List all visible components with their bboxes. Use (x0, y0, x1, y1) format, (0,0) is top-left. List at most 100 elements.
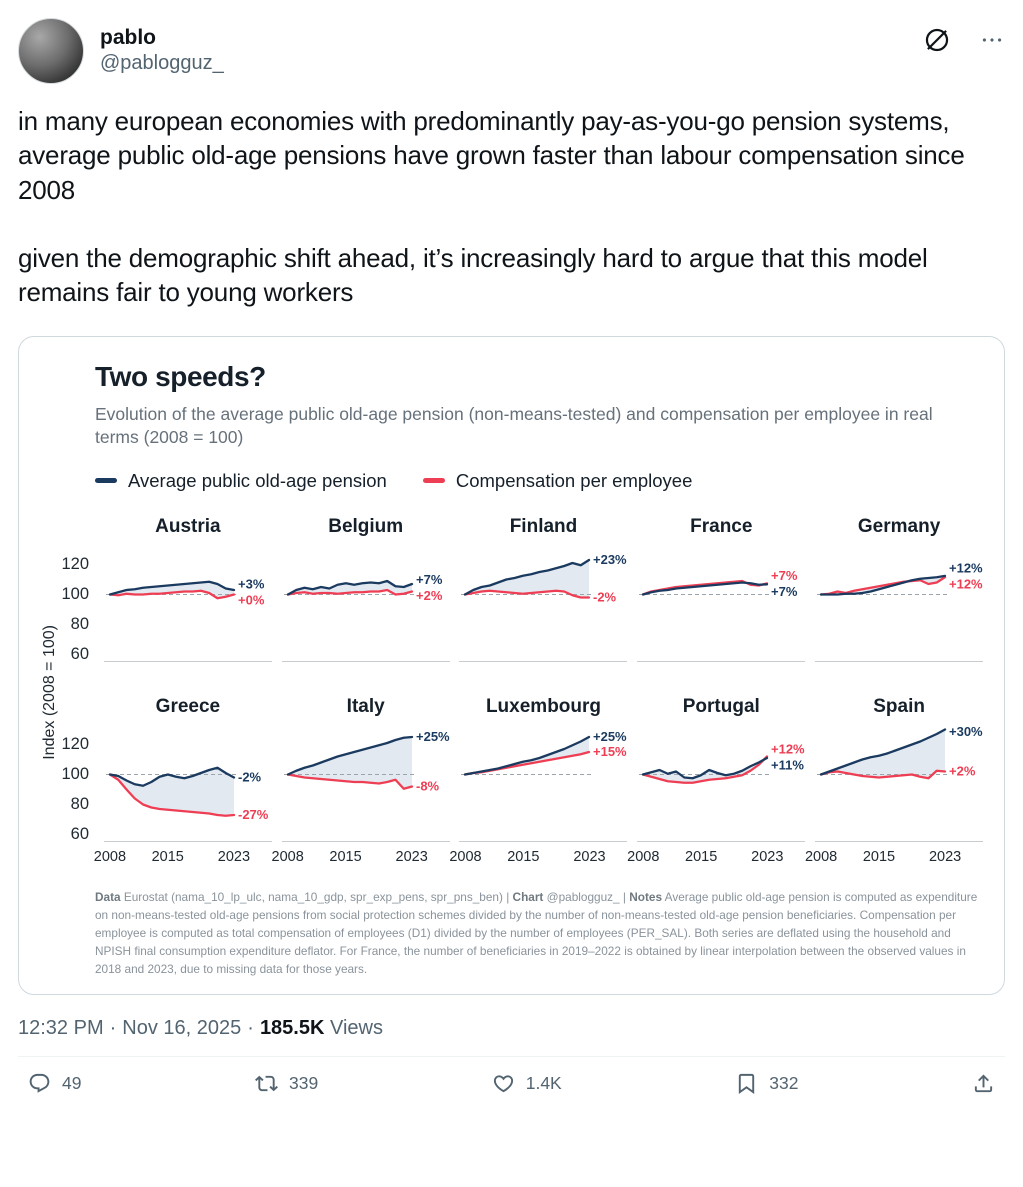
repost-button[interactable]: 339 (255, 1072, 318, 1095)
y-tick-label: 80 (70, 615, 89, 634)
panel-title: Greece (155, 695, 221, 717)
x-tick-label: 2015 (507, 848, 540, 865)
compensation-end-label: -8% (416, 778, 440, 793)
panel-plot: +3%+0% (103, 576, 272, 662)
panel-plot: +23% -2% (459, 552, 628, 662)
repost-icon (255, 1076, 278, 1092)
reply-button[interactable]: 49 (28, 1072, 81, 1095)
x-tick-row: 2008 2015 2023 (449, 847, 627, 869)
compensation-line-swatch (422, 478, 445, 484)
tweet-meta: 12:32 PM · Nov 16, 2025 · 185.5K Views (18, 995, 1005, 1056)
display-name[interactable]: pablo (100, 25, 156, 49)
panel-title: Portugal (682, 695, 760, 717)
reply-icon (29, 1074, 50, 1094)
bookmark-button[interactable]: 332 (735, 1072, 798, 1095)
user-handle[interactable]: @pablogguz_ (100, 52, 224, 75)
panel-plot: +12%+12% (815, 560, 983, 662)
action-bar: 49 339 1.4K 332 (18, 1056, 1005, 1111)
chart-panel-greece: Greece -2% -27% 2008 2015 2023 (94, 695, 273, 869)
chart-title: Two speeds? (95, 360, 266, 392)
y-tick-label: 60 (70, 825, 89, 844)
compensation-end-label: +15% (593, 744, 627, 759)
y-tick-label: 100 (61, 765, 89, 784)
panel-title: Spain (873, 695, 925, 717)
y-tick-column: 120 100 80 60 (61, 696, 95, 869)
y-tick-column: 120 100 80 60 (61, 516, 95, 662)
grok-icon[interactable] (923, 26, 951, 54)
pension-end-label: +25% (593, 729, 627, 744)
chart-panel-austria: Austria +3% +0% (103, 516, 273, 662)
panel-plot: +25% -8% (281, 729, 450, 842)
x-tick-label: 2008 (804, 848, 838, 865)
y-tick-label: 120 (61, 735, 89, 754)
x-tick-label: 2023 (217, 848, 251, 865)
share-button[interactable] (972, 1072, 995, 1095)
notes-chart-text: @pablogguz_ | (543, 889, 630, 904)
pension-end-label: +25% (416, 729, 450, 744)
chart-card[interactable]: Two speeds? Evolution of the average pub… (18, 335, 1005, 996)
x-tick-label: 2008 (271, 848, 304, 865)
pension-end-label: +12% (949, 560, 983, 575)
panel-plot: +7%+7% (637, 568, 806, 662)
compensation-end-label: +7% (771, 568, 798, 583)
pension-end-label: -2% (238, 769, 262, 784)
like-count: 1.4K (525, 1073, 562, 1094)
compensation-end-label: +12% (949, 576, 983, 591)
like-button[interactable]: 1.4K (492, 1072, 562, 1095)
bookmark-icon (739, 1074, 755, 1095)
compensation-end-label: +2% (416, 588, 443, 603)
tweet-date: Nov 16, 2025 (122, 1017, 242, 1040)
panel-plot: +30% +2% (815, 724, 983, 842)
pension-line-swatch (95, 478, 117, 484)
compensation-end-label: +12% (771, 741, 805, 756)
avatar[interactable] (18, 18, 84, 84)
meta-separator: · (247, 1017, 254, 1040)
panel-title: Germany (857, 515, 941, 537)
chart-row-bottom: 120 100 80 60 Greece -2% -27% 2008 2015 2023 Italy… (61, 696, 984, 869)
meta-separator: · (109, 1017, 117, 1040)
x-tick-label: 2008 (449, 848, 482, 865)
timestamp: 12:32 PM (18, 1017, 104, 1040)
tweet-header: pablo @pablogguz_ (18, 10, 1005, 86)
compensation-end-label: +2% (949, 763, 976, 778)
panel-title: Belgium (328, 515, 404, 537)
tweet-paragraph: given the demographic shift ahead, it’s … (18, 242, 928, 308)
x-tick-label: 2015 (329, 848, 362, 865)
chart-rows: 120 100 80 60 Austria +3% +0% Belgium +7% +2% Finl… (61, 516, 984, 869)
user-names: pablo @pablogguz_ (100, 18, 224, 82)
legend-item-pension: Average public old-age pension (95, 470, 387, 492)
reply-count: 49 (62, 1073, 82, 1094)
y-tick-label: 80 (70, 795, 89, 814)
x-tick-label: 2008 (93, 848, 127, 865)
y-tick-label: 60 (70, 645, 89, 664)
share-icon (974, 1074, 993, 1093)
panel-title: Austria (155, 515, 221, 537)
legend-item-compensation: Compensation per employee (422, 470, 692, 492)
notes-data-label: Data (95, 889, 121, 904)
panel-title: Italy (346, 695, 385, 717)
x-tick-row: 2008 2015 2023 (805, 847, 983, 869)
chart-panel-italy: Italy +25% -8% 2008 2015 2023 (272, 695, 451, 869)
x-tick-label: 2008 (627, 848, 660, 865)
notes-notes-label: Notes (629, 889, 663, 904)
panel-plot: +25%+15% (459, 729, 628, 842)
notes-chart-label: Chart (512, 889, 544, 904)
views: 185.5K Views (260, 1017, 383, 1039)
chart-subtitle: Evolution of the average public old-age … (95, 403, 933, 448)
repost-count: 339 (289, 1073, 319, 1094)
chart-panel-luxembourg: Luxembourg +25% +15% 2008 2015 2023 (449, 696, 629, 869)
like-icon (493, 1075, 513, 1093)
chart-notes: Data Eurostat (nama_10_lp_ulc, nama_10_g… (39, 889, 984, 979)
tweet-detail-page: pablo @pablogguz_ in many european econo… (18, 10, 1005, 1111)
panel-title: France (690, 515, 753, 537)
compensation-end-label: -27% (238, 807, 269, 822)
pension-end-label: +7% (771, 584, 798, 599)
more-icon[interactable] (979, 27, 1005, 53)
tweet-paragraph: in many european economies with predomin… (18, 106, 965, 205)
pension-end-label: +23% (593, 552, 627, 567)
x-tick-label: 2023 (751, 848, 784, 865)
pension-end-label: +30% (949, 724, 983, 739)
x-tick-label: 2023 (395, 848, 428, 865)
tweet-text: in many european economies with predomin… (18, 104, 1005, 310)
chart-row-top: 120 100 80 60 Austria +3% +0% Belgium +7% +2% Finl… (61, 515, 984, 663)
